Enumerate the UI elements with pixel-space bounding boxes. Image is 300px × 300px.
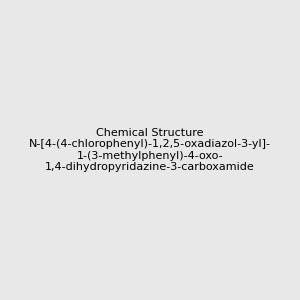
Text: Chemical Structure
N-[4-(4-chlorophenyl)-1,2,5-oxadiazol-3-yl]-
1-(3-methylpheny: Chemical Structure N-[4-(4-chlorophenyl)… xyxy=(29,128,271,172)
